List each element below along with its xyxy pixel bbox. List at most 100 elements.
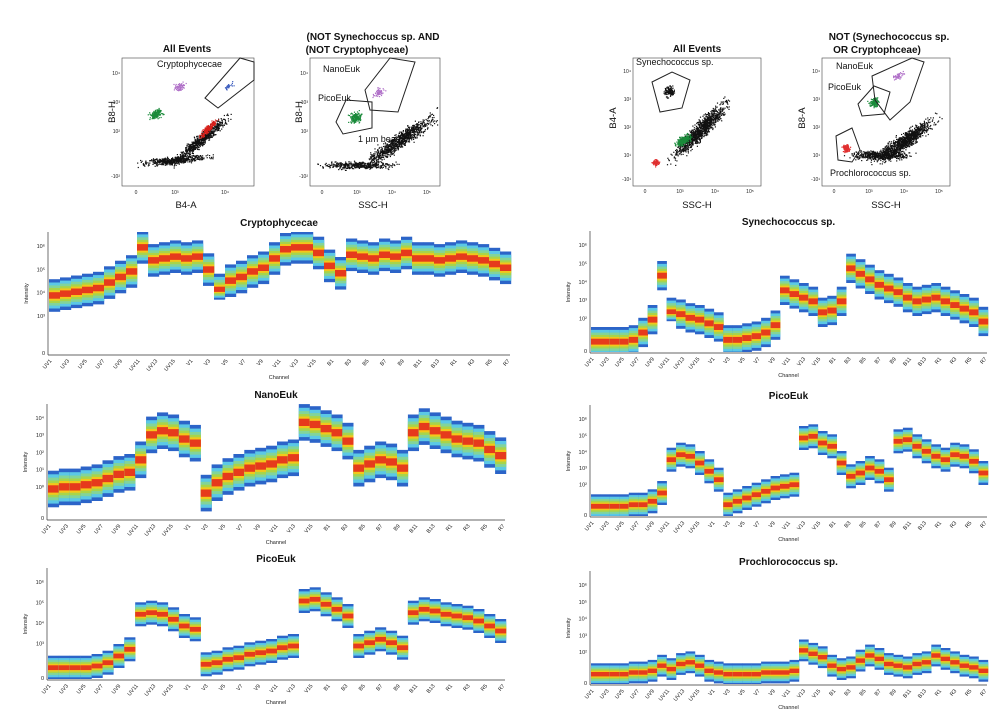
event-dot xyxy=(656,163,658,166)
event-dot xyxy=(344,166,346,168)
event-dot xyxy=(709,119,711,121)
event-dot xyxy=(395,145,397,147)
event-dot xyxy=(190,162,193,164)
event-dot xyxy=(386,155,388,157)
event-dot xyxy=(182,156,184,158)
event-dot xyxy=(393,142,395,144)
event-dot xyxy=(152,161,154,163)
event-dot xyxy=(188,143,190,145)
event-dot xyxy=(216,127,218,129)
scatter-points xyxy=(317,87,439,171)
event-dot xyxy=(713,124,715,126)
event-dot xyxy=(710,124,712,126)
event-dot xyxy=(388,163,390,166)
event-dot xyxy=(397,140,399,142)
event-dot xyxy=(207,125,209,127)
event-dot xyxy=(925,126,927,128)
event-dot xyxy=(381,146,383,148)
event-dot xyxy=(373,164,375,166)
event-dot xyxy=(697,131,699,134)
event-dot xyxy=(216,128,218,131)
event-dot xyxy=(699,133,701,135)
event-dot xyxy=(379,167,381,169)
event-dot xyxy=(381,156,383,158)
event-dot xyxy=(709,124,711,126)
event-dot xyxy=(182,152,184,154)
event-dot xyxy=(210,131,212,134)
event-dot xyxy=(688,137,690,139)
event-dot xyxy=(671,92,673,94)
event-dot xyxy=(422,135,424,137)
event-dot xyxy=(193,155,195,157)
event-dot xyxy=(414,137,416,139)
event-dot xyxy=(358,115,361,117)
event-dot xyxy=(419,135,421,137)
event-dot xyxy=(693,127,695,129)
event-dot xyxy=(404,138,406,140)
event-dot xyxy=(670,163,672,165)
event-dot xyxy=(173,165,175,167)
event-dot xyxy=(675,152,677,154)
event-dot xyxy=(711,118,713,120)
event-dot xyxy=(915,128,917,131)
event-dot xyxy=(379,152,381,154)
event-dot xyxy=(688,136,690,138)
event-dot xyxy=(179,89,181,91)
event-dot xyxy=(348,161,350,163)
event-dot xyxy=(708,113,711,115)
event-dot xyxy=(222,124,224,126)
event-dot xyxy=(397,136,399,138)
event-dot xyxy=(215,126,217,128)
event-dot xyxy=(686,145,688,147)
event-dot xyxy=(204,137,206,139)
event-dot xyxy=(186,143,188,145)
event-dot xyxy=(217,126,219,128)
event-dot xyxy=(433,116,435,119)
event-dot xyxy=(706,125,708,127)
event-dot xyxy=(183,153,185,155)
event-dot xyxy=(718,118,720,120)
event-dot xyxy=(190,148,192,150)
event-dot xyxy=(696,140,698,142)
event-dot xyxy=(226,85,228,87)
event-dot xyxy=(211,136,213,138)
event-dot xyxy=(359,119,361,121)
event-dot xyxy=(196,155,198,157)
event-dot xyxy=(154,114,157,116)
event-dot xyxy=(686,155,688,157)
event-dot xyxy=(683,143,685,145)
event-dot xyxy=(385,143,387,145)
y-tick: -10¹ xyxy=(622,177,631,183)
event-dot xyxy=(399,146,401,148)
event-dot xyxy=(360,116,362,118)
event-dot xyxy=(357,118,359,120)
event-dot xyxy=(369,162,371,164)
event-dot xyxy=(353,114,356,116)
event-dot xyxy=(669,87,671,90)
event-dot xyxy=(928,127,930,129)
event-dot xyxy=(405,130,407,132)
event-dot xyxy=(189,144,191,146)
event-dot xyxy=(173,161,175,163)
event-dot xyxy=(188,159,190,161)
event-dot xyxy=(705,127,707,129)
event-dot xyxy=(175,164,177,166)
event-dot xyxy=(712,113,714,115)
event-dot xyxy=(696,135,698,137)
event-dot xyxy=(409,137,412,139)
event-dot xyxy=(413,128,415,130)
event-dot xyxy=(188,148,191,150)
event-dot xyxy=(152,117,154,119)
y-tick: 10² xyxy=(113,129,121,135)
event-dot xyxy=(202,129,204,131)
event-dot xyxy=(917,137,919,139)
event-dot xyxy=(374,153,376,155)
event-dot xyxy=(689,141,691,143)
event-dot xyxy=(376,91,378,93)
event-dot xyxy=(711,115,713,117)
event-dot xyxy=(355,162,357,164)
event-dot xyxy=(412,125,414,127)
event-dot xyxy=(190,143,192,146)
event-dot xyxy=(155,116,157,118)
event-dot xyxy=(386,156,388,158)
